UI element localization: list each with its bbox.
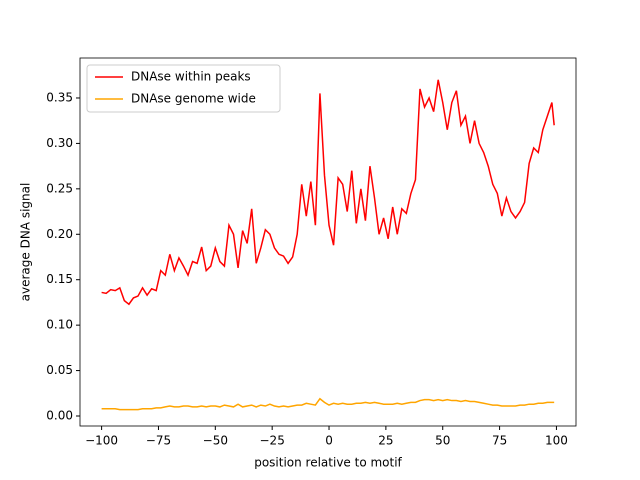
y-tick-label: 0.05 bbox=[46, 363, 73, 377]
x-tick-label: 50 bbox=[435, 434, 450, 448]
y-axis-label: average DNA signal bbox=[19, 183, 33, 302]
y-tick-label: 0.00 bbox=[46, 409, 73, 423]
x-tick-label: −25 bbox=[260, 434, 285, 448]
y-tick-label: 0.20 bbox=[46, 227, 73, 241]
x-tick-label: 25 bbox=[378, 434, 393, 448]
plot-frame bbox=[79, 57, 577, 427]
legend-label: DNAse genome wide bbox=[131, 92, 256, 106]
y-tick-label: 0.15 bbox=[46, 272, 73, 286]
legend-box bbox=[86, 64, 281, 113]
x-tick-label: −100 bbox=[85, 434, 118, 448]
x-tick-label: −50 bbox=[203, 434, 228, 448]
x-tick-label: 75 bbox=[492, 434, 507, 448]
x-tick-label: 0 bbox=[325, 434, 333, 448]
x-tick-label: −75 bbox=[146, 434, 171, 448]
y-tick-label: 0.25 bbox=[46, 181, 73, 195]
data-line bbox=[101, 397, 555, 411]
data-line bbox=[101, 79, 555, 306]
legend-label: DNAse within peaks bbox=[131, 70, 251, 84]
y-tick-label: 0.35 bbox=[46, 90, 73, 104]
y-tick-label: 0.10 bbox=[46, 318, 73, 332]
x-tick-label: 100 bbox=[545, 434, 568, 448]
y-tick-label: 0.30 bbox=[46, 136, 73, 150]
x-axis-label: position relative to motif bbox=[254, 456, 402, 470]
